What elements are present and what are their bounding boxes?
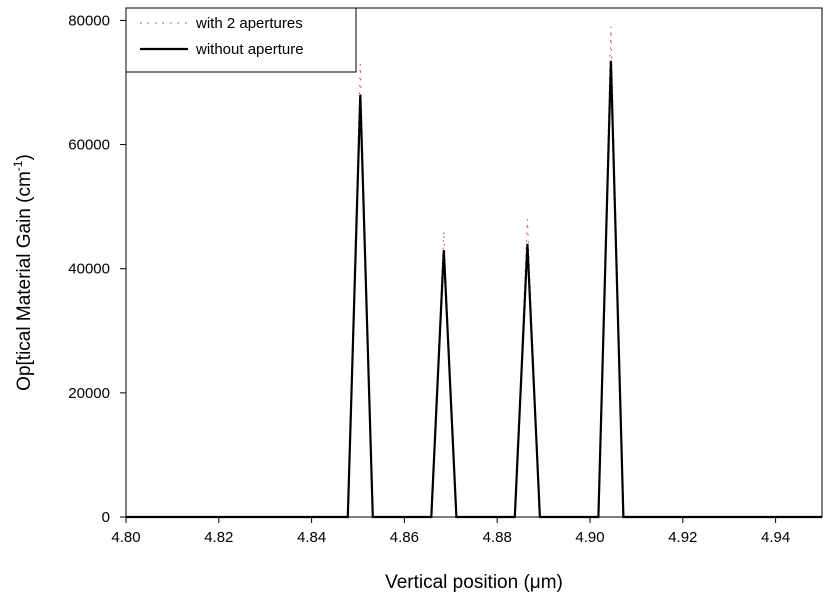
x-axis-title: Vertical position (μm) — [385, 572, 563, 593]
legend-label-with-apertures: with 2 apertures — [195, 15, 303, 32]
legend-box — [125, 7, 357, 73]
plot-frame — [125, 7, 823, 518]
x-tick-label: 4.92 — [668, 529, 697, 546]
y-tick-label: 0 — [102, 509, 110, 526]
x-tick-label: 4.80 — [111, 529, 140, 546]
series-line-1 — [126, 60, 822, 519]
y-axis-title: Op[tical Material Gain (cm-1) — [11, 154, 35, 391]
series-layer — [126, 26, 822, 519]
y-tick-label: 40000 — [68, 261, 110, 278]
x-tick-label: 4.88 — [483, 529, 512, 546]
y-tick-label: 60000 — [68, 137, 110, 154]
y-tick-label: 80000 — [68, 12, 110, 29]
y-tick-label: 20000 — [68, 385, 110, 402]
y-axis-title-tail: ) — [14, 154, 35, 160]
series-line-0 — [126, 26, 822, 518]
legend: with 2 apertures without aperture — [125, 7, 357, 73]
x-tick-label: 4.90 — [575, 529, 604, 546]
x-axis: 4.80 4.82 4.84 4.86 4.88 4.90 4.92 4.94 — [111, 517, 790, 546]
x-tick-label: 4.82 — [204, 529, 233, 546]
y-axis: 0 20000 40000 60000 80000 — [68, 12, 126, 526]
y-axis-title-superscript: -1 — [11, 160, 25, 171]
y-axis-title-main: Op[tical Material Gain (cm — [14, 171, 35, 391]
x-tick-label: 4.86 — [390, 529, 419, 546]
x-tick-label: 4.84 — [297, 529, 326, 546]
x-tick-label: 4.94 — [761, 529, 790, 546]
plot-area — [125, 7, 823, 518]
legend-label-without-aperture: without aperture — [195, 41, 304, 58]
